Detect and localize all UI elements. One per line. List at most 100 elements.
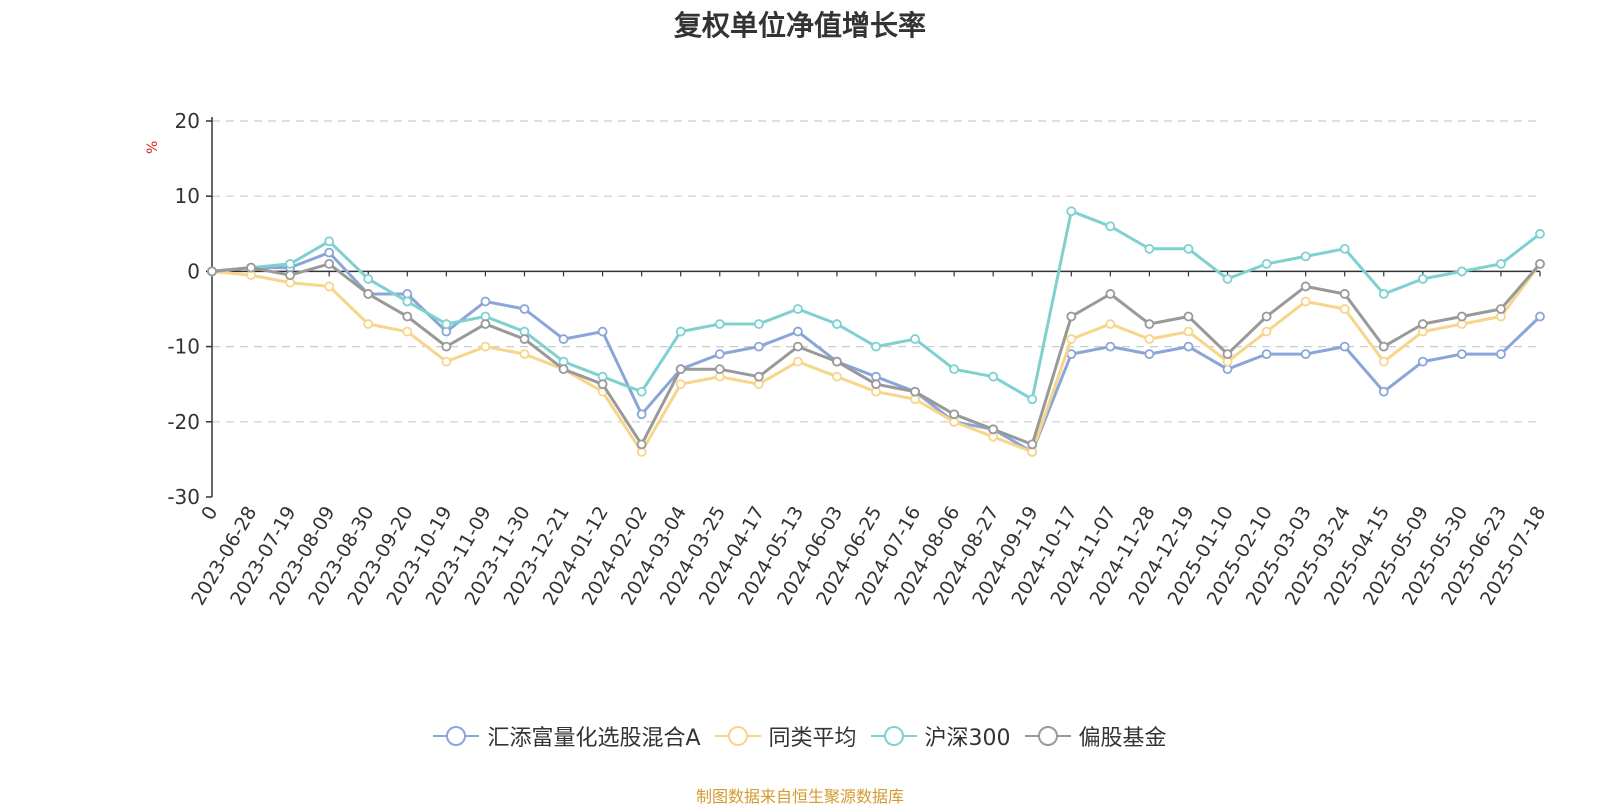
data-point bbox=[1496, 304, 1506, 314]
data-point bbox=[636, 439, 647, 450]
data-point bbox=[910, 334, 920, 344]
data-point bbox=[1456, 311, 1467, 322]
data-point bbox=[597, 379, 608, 390]
legend-label: 偏股基金 bbox=[1078, 726, 1167, 751]
data-source-note: 制图数据来自恒生聚源数据库 bbox=[695, 787, 904, 806]
y-tick-label: 10 bbox=[175, 184, 200, 208]
series-lines bbox=[207, 206, 1545, 457]
y-tick-label: -10 bbox=[167, 335, 200, 359]
data-point bbox=[324, 236, 335, 247]
data-point bbox=[1027, 394, 1038, 405]
y-tick-label: -20 bbox=[167, 410, 200, 434]
data-point bbox=[441, 356, 452, 367]
data-point bbox=[753, 341, 764, 352]
data-point bbox=[1105, 289, 1116, 299]
data-point bbox=[441, 341, 452, 352]
series-3 bbox=[207, 258, 1545, 450]
data-point bbox=[519, 349, 530, 360]
data-point bbox=[988, 371, 999, 382]
data-point bbox=[1300, 296, 1311, 307]
data-point bbox=[1378, 341, 1389, 352]
legend-swatch-icon bbox=[870, 726, 917, 746]
data-point bbox=[1456, 349, 1467, 360]
data-point bbox=[285, 270, 296, 281]
data-point bbox=[792, 326, 803, 337]
data-point bbox=[1535, 311, 1545, 322]
axes bbox=[206, 117, 1541, 498]
y-tick-label: 0 bbox=[187, 259, 200, 283]
series-1 bbox=[207, 258, 1545, 457]
data-point bbox=[1300, 281, 1311, 292]
data-point bbox=[1144, 349, 1155, 360]
data-point bbox=[1496, 349, 1506, 360]
legend-item-fund[interactable]: 汇添富量化选股混合A bbox=[433, 720, 701, 752]
data-point bbox=[1535, 228, 1545, 239]
series-line bbox=[211, 209, 1541, 401]
data-point bbox=[1417, 319, 1428, 329]
y-tick-labels: 20 10 0 -10 -20 -30 bbox=[167, 109, 200, 509]
data-point bbox=[207, 266, 217, 277]
data-point bbox=[1144, 334, 1155, 344]
data-point bbox=[910, 386, 920, 397]
data-point bbox=[675, 379, 686, 390]
data-point bbox=[714, 319, 725, 329]
data-point bbox=[519, 304, 530, 314]
data-point bbox=[1144, 319, 1155, 329]
data-point bbox=[1066, 311, 1077, 322]
legend-item-peer-average[interactable]: 同类平均 bbox=[714, 720, 857, 752]
chart-title: 复权单位净值增长率 bbox=[673, 9, 926, 42]
data-point bbox=[1105, 221, 1116, 232]
data-point bbox=[1261, 311, 1272, 322]
data-point bbox=[832, 356, 842, 367]
data-point bbox=[753, 371, 764, 382]
data-point bbox=[1144, 243, 1155, 254]
data-point bbox=[1183, 243, 1194, 254]
data-point bbox=[519, 334, 530, 344]
data-point bbox=[246, 262, 256, 273]
data-point bbox=[636, 386, 647, 397]
series-2 bbox=[207, 206, 1545, 405]
data-point bbox=[1417, 356, 1428, 367]
data-point bbox=[1027, 439, 1038, 450]
data-point bbox=[1066, 334, 1077, 344]
data-point bbox=[324, 258, 335, 269]
data-point bbox=[1066, 206, 1077, 217]
data-point bbox=[480, 296, 491, 307]
data-point bbox=[1300, 349, 1311, 360]
data-point bbox=[1183, 311, 1194, 322]
data-point bbox=[324, 281, 335, 292]
data-point bbox=[792, 304, 803, 314]
data-point bbox=[871, 341, 881, 352]
series-line bbox=[211, 262, 1542, 446]
data-point bbox=[832, 371, 842, 382]
data-point bbox=[324, 247, 335, 258]
legend-swatch-icon bbox=[714, 726, 761, 746]
data-point bbox=[480, 341, 491, 352]
data-point bbox=[363, 319, 374, 329]
data-point bbox=[597, 326, 608, 337]
data-point bbox=[792, 356, 803, 367]
data-point bbox=[1222, 349, 1233, 360]
data-point bbox=[753, 319, 764, 329]
data-point bbox=[441, 319, 452, 329]
line-chart: 20 10 0 -10 -20 -30 02023-06-282023-07-192023… bbox=[167, 109, 1550, 609]
data-point bbox=[285, 258, 296, 269]
x-tick-labels: 02023-06-282023-07-192023-08-092023-08-3… bbox=[187, 502, 1550, 609]
y-tick-label: -30 bbox=[167, 485, 200, 509]
data-point bbox=[363, 274, 374, 284]
legend-label: 汇添富量化选股混合A bbox=[487, 726, 701, 751]
data-point bbox=[1300, 251, 1311, 262]
data-point bbox=[1417, 274, 1428, 284]
data-point bbox=[1378, 386, 1389, 397]
data-point bbox=[1105, 341, 1116, 352]
legend-item-equity-fund[interactable]: 偏股基金 bbox=[1024, 720, 1167, 752]
data-point bbox=[1339, 341, 1350, 352]
data-point bbox=[949, 364, 960, 375]
legend-item-csi300[interactable]: 沪深300 bbox=[870, 720, 1011, 752]
data-point bbox=[1339, 304, 1350, 314]
series-0 bbox=[207, 247, 1545, 457]
data-point bbox=[1339, 243, 1350, 254]
data-point bbox=[1378, 356, 1389, 367]
data-point bbox=[1261, 258, 1272, 269]
data-point bbox=[675, 364, 686, 375]
